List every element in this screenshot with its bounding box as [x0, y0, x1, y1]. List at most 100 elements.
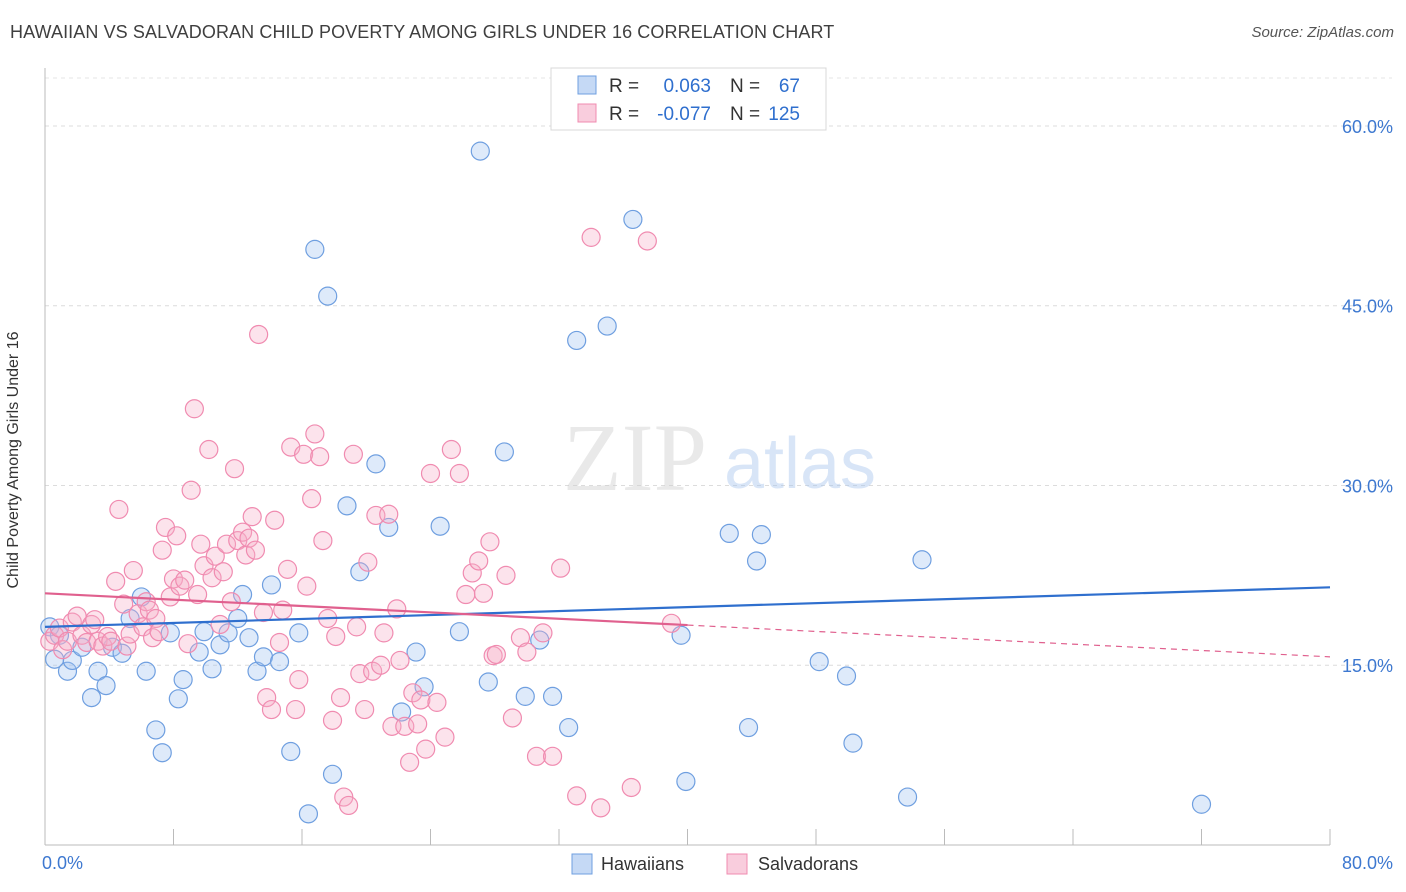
stats-n-label-hawaiians: N =: [730, 76, 760, 97]
point-hawaiians: [470, 141, 490, 161]
point-salvadorans: [199, 439, 219, 460]
stats-n-value-salvadorans: 125: [768, 104, 800, 125]
point-salvadorans: [403, 683, 423, 703]
point-salvadorans: [149, 622, 169, 642]
point-hawaiians: [350, 562, 370, 582]
point-salvadorans: [400, 752, 420, 772]
point-salvadorans: [338, 795, 359, 816]
trend-line-extension-salvadorans: [687, 624, 1331, 658]
point-hawaiians: [1191, 794, 1212, 814]
point-salvadorans: [542, 746, 563, 766]
point-salvadorans: [517, 642, 537, 662]
legend: Hawaiians Salvadorans: [571, 853, 858, 875]
point-salvadorans: [213, 562, 233, 582]
y-tick-label: 15.0%: [1342, 656, 1393, 676]
point-salvadorans: [330, 687, 351, 708]
point-salvadorans: [371, 655, 391, 675]
stats-r-label-salvadorans: R =: [609, 104, 639, 125]
point-hawaiians: [676, 771, 696, 792]
point-hawaiians: [318, 286, 338, 306]
point-hawaiians: [146, 720, 166, 740]
point-hawaiians: [738, 717, 759, 738]
point-salvadorans: [449, 463, 470, 484]
point-hawaiians: [494, 442, 514, 462]
point-hawaiians: [751, 525, 771, 545]
point-salvadorans: [117, 636, 137, 656]
point-hawaiians: [261, 575, 282, 595]
stats-r-value-hawaiians: 0.063: [663, 76, 711, 97]
point-hawaiians: [81, 687, 102, 708]
point-hawaiians: [406, 642, 426, 662]
point-hawaiians: [746, 551, 767, 571]
trend-line-salvadorans: [44, 592, 688, 627]
watermark-zip: ZIP: [563, 404, 707, 511]
point-salvadorans: [205, 546, 225, 566]
point-salvadorans: [236, 545, 256, 565]
trend-lines: [44, 586, 1331, 658]
axes: [44, 68, 1331, 846]
point-salvadorans: [245, 540, 266, 560]
stats-r-label-hawaiians: R =: [609, 76, 639, 97]
point-hawaiians: [305, 239, 325, 259]
point-salvadorans: [310, 447, 330, 467]
y-tick-label: 45.0%: [1342, 297, 1393, 317]
watermark-atlas: atlas: [724, 424, 876, 504]
point-salvadorans: [567, 786, 587, 806]
point-salvadorans: [502, 708, 523, 728]
point-salvadorans: [496, 565, 516, 585]
point-salvadorans: [269, 632, 290, 653]
point-salvadorans: [109, 499, 129, 520]
point-salvadorans: [416, 739, 436, 759]
point-salvadorans: [469, 551, 489, 571]
point-salvadorans: [313, 530, 333, 551]
point-salvadorans: [322, 710, 343, 730]
point-salvadorans: [239, 528, 259, 548]
point-hawaiians: [281, 741, 301, 762]
point-salvadorans: [294, 444, 314, 464]
point-hawaiians: [391, 702, 412, 722]
point-salvadorans: [355, 699, 375, 720]
point-hawaiians: [449, 622, 470, 642]
stats-swatch-hawaiians: [577, 75, 597, 95]
y-axis-label: Child Poverty Among Girls Under 16: [5, 331, 22, 589]
point-salvadorans: [57, 631, 78, 651]
point-salvadorans: [379, 504, 399, 524]
point-hawaiians: [559, 717, 579, 738]
point-salvadorans: [187, 584, 208, 605]
point-salvadorans: [285, 699, 306, 720]
point-hawaiians: [719, 523, 739, 544]
point-salvadorans: [305, 424, 325, 444]
point-hawaiians: [269, 652, 290, 672]
point-salvadorans: [420, 463, 441, 484]
point-salvadorans: [242, 507, 262, 527]
grid-lines: [45, 77, 1392, 666]
point-salvadorans: [408, 714, 428, 734]
x-tick-label-min: 0.0%: [42, 853, 83, 873]
point-hawaiians: [809, 652, 829, 672]
stats-n-value-hawaiians: 67: [779, 76, 800, 97]
point-salvadorans: [265, 510, 285, 530]
point-salvadorans: [191, 534, 211, 554]
point-hawaiians: [430, 516, 450, 536]
point-salvadorans: [358, 552, 378, 572]
point-hawaiians: [96, 676, 116, 696]
point-salvadorans: [297, 576, 317, 596]
point-hawaiians: [322, 764, 343, 784]
point-salvadorans: [253, 602, 274, 623]
point-hawaiians: [379, 517, 399, 538]
point-hawaiians: [253, 647, 274, 667]
point-salvadorans: [621, 777, 641, 798]
point-salvadorans: [374, 623, 394, 643]
point-salvadorans: [277, 559, 298, 579]
point-salvadorans: [486, 644, 506, 665]
point-salvadorans: [441, 439, 461, 460]
point-hawaiians: [247, 661, 267, 681]
y-tick-label: 30.0%: [1342, 476, 1393, 496]
point-hawaiians: [597, 316, 617, 336]
x-tick-label-max: 80.0%: [1342, 853, 1393, 873]
point-salvadorans: [184, 399, 204, 419]
point-hawaiians: [515, 686, 535, 706]
point-hawaiians: [202, 659, 222, 679]
point-salvadorans: [387, 599, 407, 619]
stats-r-value-salvadorans: -0.077: [657, 104, 711, 125]
